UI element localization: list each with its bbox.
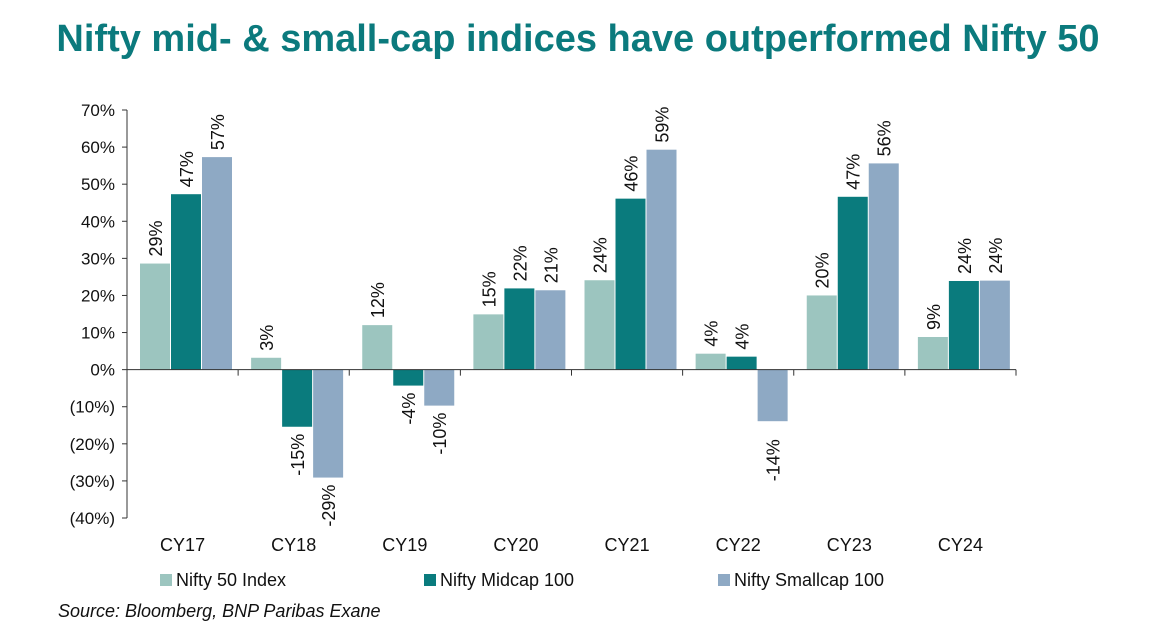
bar: [757, 369, 788, 422]
y-tick-label: (30%): [70, 472, 115, 491]
y-tick-label: 50%: [81, 175, 115, 194]
bar: [251, 357, 282, 370]
data-label: 12%: [368, 282, 388, 318]
y-tick-label: (10%): [70, 398, 115, 417]
y-tick-label: 30%: [81, 249, 115, 268]
chart-title: Nifty mid- & small-cap indices have outp…: [56, 18, 1100, 60]
data-label: 56%: [875, 120, 895, 156]
data-label: 57%: [208, 114, 228, 150]
bar: [504, 288, 535, 370]
x-tick-label: CY20: [493, 535, 538, 555]
y-tick-label: 60%: [81, 138, 115, 157]
y-tick-label: (20%): [70, 435, 115, 454]
bar: [282, 369, 313, 427]
bar: [202, 157, 232, 370]
bar: [424, 369, 455, 406]
annotation-label: -14%: [764, 439, 784, 481]
bar: [393, 369, 424, 386]
bar: [806, 295, 837, 370]
bar: [584, 280, 615, 370]
data-label: 47%: [177, 151, 197, 187]
data-label: 24%: [591, 237, 611, 273]
data-label: 20%: [813, 252, 833, 288]
bar: [948, 280, 979, 370]
data-label: 22%: [510, 245, 530, 281]
data-label: 4%: [702, 321, 722, 347]
source-note: Source: Bloomberg, BNP Paribas Exane: [58, 601, 381, 621]
bar: [535, 290, 566, 370]
data-label: 4%: [733, 324, 753, 350]
bar: [695, 353, 726, 370]
x-tick-label: CY23: [827, 535, 872, 555]
data-label: -10%: [430, 413, 450, 455]
x-tick-label: CY22: [716, 535, 761, 555]
bar: [868, 163, 899, 370]
x-tick-label: CY21: [605, 535, 650, 555]
data-label: 59%: [653, 107, 673, 143]
bars: [140, 149, 1010, 478]
y-axis: 70% 60% 50% 40% 30% 20% 10% 0% (10%) (20%) (30%) (4…: [70, 101, 128, 528]
x-tick-label: CY17: [160, 535, 205, 555]
legend-swatch: [718, 574, 730, 586]
legend-swatch: [160, 574, 172, 586]
y-tick-label: (40%): [70, 509, 115, 528]
data-label: 15%: [479, 271, 499, 307]
y-tick-label: 10%: [81, 324, 115, 343]
x-tick-label: CY18: [271, 535, 316, 555]
data-label: 24%: [955, 238, 975, 274]
x-tick-label: CY19: [382, 535, 427, 555]
x-axis: CY17 CY18 CY19 CY20 CY21 CY22 CY23 CY24: [126, 369, 1017, 555]
data-label: 21%: [541, 247, 561, 283]
bar: [646, 149, 677, 370]
y-tick-label: 70%: [81, 101, 115, 120]
y-tick-label: 20%: [81, 286, 115, 305]
data-label: -4%: [399, 393, 419, 425]
bar: [313, 369, 344, 478]
data-label: 9%: [924, 304, 944, 330]
bar: [917, 336, 948, 370]
data-label: 29%: [146, 221, 166, 257]
y-tick-label: 0%: [90, 361, 115, 380]
legend-swatch: [424, 574, 436, 586]
data-labels: 29% 3% 12% 15% 24% 4% 20% 9% 47% -15% -4% 22% 46% 4% 4…: [146, 107, 1006, 527]
bar: [171, 194, 201, 370]
bar: [837, 196, 868, 370]
data-label: -29%: [319, 485, 339, 527]
y-tick-label: 40%: [81, 212, 115, 231]
data-label: 47%: [844, 154, 864, 190]
bar: [140, 263, 170, 370]
data-label: 3%: [257, 325, 277, 351]
x-tick-label: CY24: [938, 535, 983, 555]
bar: [979, 280, 1010, 370]
data-label: 24%: [986, 238, 1006, 274]
bar: [615, 198, 646, 370]
bar: [362, 325, 393, 370]
legend-label: Nifty 50 Index: [176, 570, 286, 590]
bar: [726, 356, 757, 370]
legend-label: Nifty Midcap 100: [440, 570, 574, 590]
data-label: 46%: [622, 156, 642, 192]
bar: [473, 314, 504, 370]
legend-label: Nifty Smallcap 100: [734, 570, 884, 590]
legend: Nifty 50 Index Nifty Midcap 100 Nifty Smal…: [160, 570, 884, 590]
data-label: -15%: [288, 434, 308, 476]
